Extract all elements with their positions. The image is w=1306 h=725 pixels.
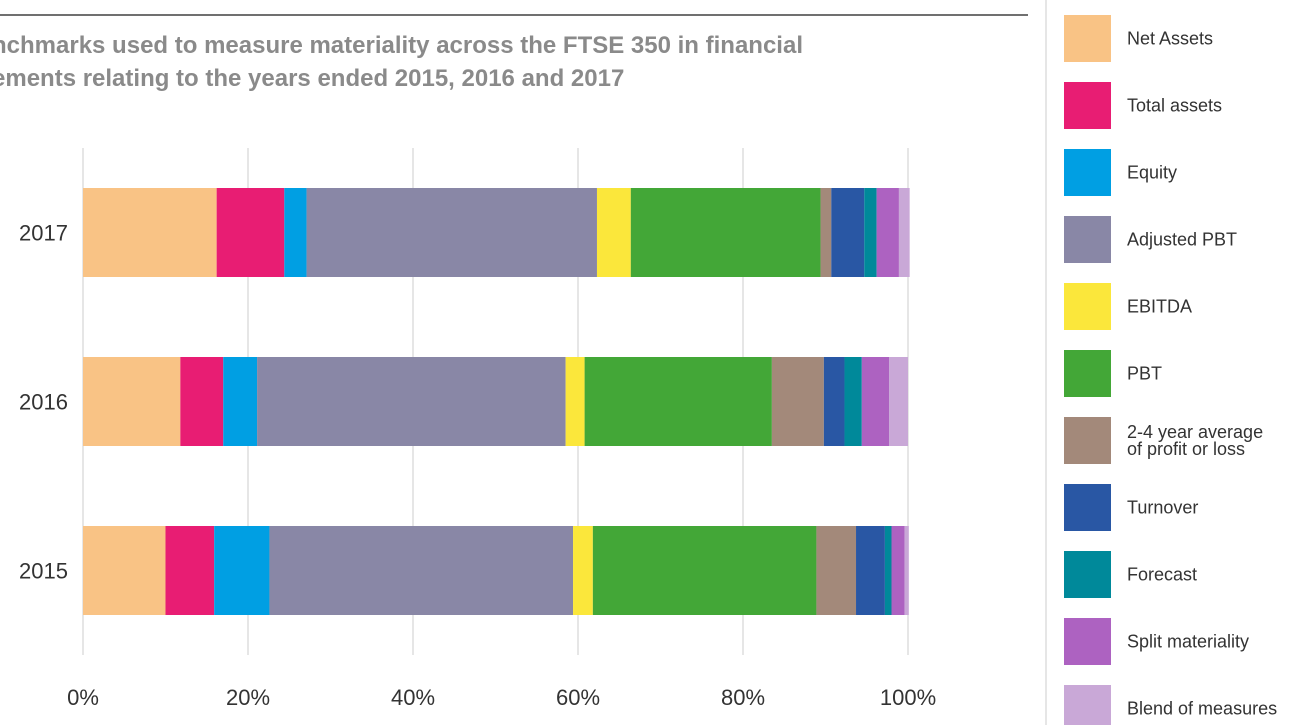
bar-segment xyxy=(592,526,817,615)
x-tick-label: 40% xyxy=(391,685,435,710)
legend-label: Blend of measures xyxy=(1127,699,1277,719)
bar-segment xyxy=(861,357,890,446)
x-tick-label: 0% xyxy=(67,685,99,710)
bar-segment xyxy=(889,357,908,446)
legend-swatch xyxy=(1064,149,1111,196)
bar-segment xyxy=(816,526,857,615)
x-tick-label: 100% xyxy=(880,685,936,710)
category-label: 2017 xyxy=(19,221,68,246)
legend-label: EBITDA xyxy=(1127,297,1192,317)
legend-label: Split materiality xyxy=(1127,632,1249,652)
bar-segment xyxy=(844,357,862,446)
legend-swatch xyxy=(1064,350,1111,397)
bar-segment xyxy=(630,188,821,277)
bar-segment xyxy=(891,526,905,615)
legend-swatch xyxy=(1064,618,1111,665)
legend-label: 2-4 year average xyxy=(1127,422,1263,442)
bar-segment xyxy=(823,357,845,446)
legend-label: Turnover xyxy=(1127,498,1198,518)
bar-segment xyxy=(214,526,270,615)
legend-swatch xyxy=(1064,15,1111,62)
bar-segment xyxy=(771,357,824,446)
bar-segment xyxy=(820,188,832,277)
x-axis-ticks: 0% 20% 40% 60% 80% 100% xyxy=(67,685,936,710)
legend-swatch xyxy=(1064,551,1111,598)
bar-segment xyxy=(216,188,285,277)
bar-segment xyxy=(904,526,909,615)
legend-swatch xyxy=(1064,417,1111,464)
bar-segment xyxy=(223,357,258,446)
bar-segment xyxy=(864,188,877,277)
bar-segment xyxy=(898,188,910,277)
bar-segment xyxy=(831,188,865,277)
bar-segment xyxy=(165,526,215,615)
bar-segment xyxy=(180,357,224,446)
x-tick-label: 20% xyxy=(226,685,270,710)
bars xyxy=(83,188,910,615)
bar-segment xyxy=(573,526,593,615)
legend-swatch xyxy=(1064,685,1111,725)
bar-segment xyxy=(884,526,892,615)
bar-segment xyxy=(83,526,166,615)
bar-segment xyxy=(856,526,885,615)
chart-title-line-1: nchmarks used to measure materiality acr… xyxy=(0,32,803,59)
legend-swatch xyxy=(1064,283,1111,330)
legend-label: PBT xyxy=(1127,364,1162,384)
bar-segment xyxy=(306,188,597,277)
legend-label: of profit or loss xyxy=(1127,439,1245,459)
bar-segment xyxy=(876,188,899,277)
legend-swatch xyxy=(1064,216,1111,263)
bar-segment xyxy=(584,357,772,446)
legend-label: Total assets xyxy=(1127,96,1222,116)
legend-label: Adjusted PBT xyxy=(1127,230,1237,250)
category-labels: 2017 2016 2015 xyxy=(19,221,68,584)
bar-segment xyxy=(257,357,566,446)
bar-segment xyxy=(83,357,181,446)
bar-segment xyxy=(269,526,574,615)
x-tick-label: 80% xyxy=(721,685,765,710)
chart-title-line-2: ements relating to the years ended 2015,… xyxy=(0,65,624,92)
legend-label: Equity xyxy=(1127,163,1177,183)
bar-segment xyxy=(596,188,631,277)
bar-segment xyxy=(284,188,307,277)
legend-swatch xyxy=(1064,82,1111,129)
bar-segment xyxy=(83,188,217,277)
category-label: 2015 xyxy=(19,559,68,584)
category-label: 2016 xyxy=(19,390,68,415)
bar-segment xyxy=(565,357,585,446)
legend-label: Forecast xyxy=(1127,565,1197,585)
legend: Net Assets Total assets Equity Adjusted PBT… xyxy=(1064,15,1277,725)
x-tick-label: 60% xyxy=(556,685,600,710)
legend-label: Net Assets xyxy=(1127,29,1213,49)
legend-swatch xyxy=(1064,484,1111,531)
